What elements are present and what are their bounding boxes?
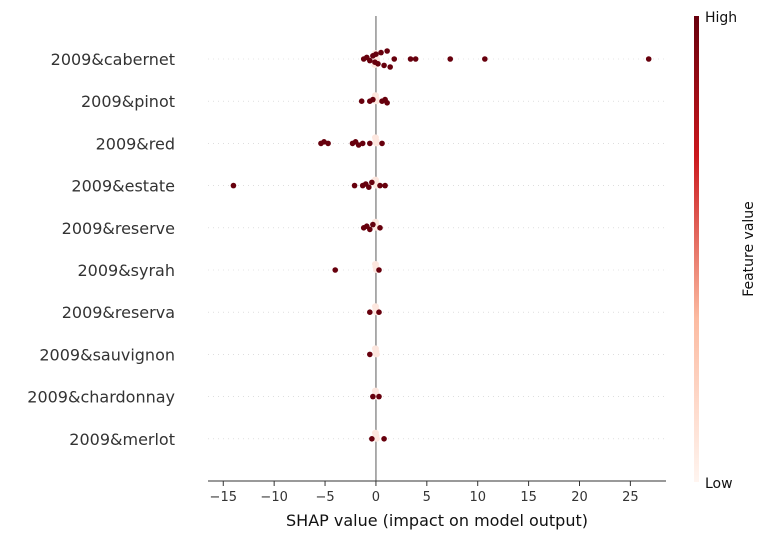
high-point	[384, 48, 390, 54]
feature-label: 2009&sauvignon	[39, 345, 175, 364]
high-point	[381, 62, 387, 69]
high-point	[482, 56, 488, 62]
high-point	[370, 393, 376, 400]
feature-label: 2009&cabernet	[51, 50, 175, 69]
feature-rows: 2009&cabernet 2009&pinot 2009&red 2009&esta…	[27, 16, 666, 481]
high-point	[379, 140, 385, 147]
colorbar-low-label: Low	[705, 476, 733, 492]
high-point	[367, 226, 373, 233]
high-point	[378, 49, 384, 56]
feature-label: 2009&reserva	[62, 303, 175, 322]
feature-label: 2009&estate	[71, 177, 175, 196]
low-point	[372, 351, 380, 358]
x-tick-label: −5	[315, 490, 334, 505]
high-point	[367, 140, 373, 147]
feature-label: 2009&reserve	[62, 219, 175, 238]
feature-label: 2009&red	[96, 134, 175, 153]
high-point	[367, 57, 373, 64]
colorbar: High Low Feature value	[694, 10, 757, 492]
high-point	[373, 51, 379, 57]
high-point	[358, 98, 365, 104]
high-point	[391, 56, 398, 62]
x-tick-label: 25	[622, 490, 639, 505]
high-point	[384, 100, 390, 106]
x-tick-label: 5	[423, 490, 431, 505]
high-point	[645, 56, 652, 62]
high-point	[370, 96, 376, 103]
x-tick-label: 0	[372, 490, 380, 505]
high-point	[387, 64, 393, 70]
x-tick-label: −15	[210, 490, 237, 505]
high-point	[377, 182, 383, 189]
feature-label: 2009&syrah	[77, 261, 175, 280]
high-point	[370, 221, 376, 228]
feature-label: 2009&chardonnay	[27, 388, 175, 407]
high-point	[376, 309, 382, 316]
high-point	[332, 267, 339, 273]
feature-label: 2009&pinot	[81, 92, 175, 111]
high-point	[359, 140, 366, 147]
high-point	[382, 182, 388, 189]
colorbar-high-label: High	[705, 10, 737, 26]
high-point	[447, 56, 454, 62]
x-axis-title: SHAP value (impact on model output)	[286, 511, 588, 530]
colorbar-title: Feature value	[741, 201, 757, 297]
colorbar-gradient	[694, 16, 699, 482]
x-tick-label: 10	[469, 490, 486, 505]
high-point	[407, 56, 414, 62]
x-tick-label: −10	[260, 490, 287, 505]
low-point	[372, 435, 380, 442]
high-point	[351, 182, 358, 189]
high-point	[412, 56, 419, 62]
high-point	[366, 184, 372, 190]
data-points	[230, 48, 652, 442]
x-tick-label: 20	[571, 490, 588, 505]
high-point	[377, 225, 383, 231]
high-point	[230, 182, 237, 189]
high-point	[369, 179, 375, 186]
x-tick-label: 15	[520, 490, 537, 505]
low-point	[372, 140, 380, 147]
high-point	[369, 436, 375, 442]
high-point	[367, 309, 373, 316]
x-axis: −15 −10 −5 0 5 10 15 20 25	[208, 480, 666, 505]
high-point	[376, 393, 382, 400]
high-point	[325, 140, 331, 147]
feature-label: 2009&merlot	[69, 430, 175, 449]
high-point	[381, 436, 387, 442]
high-point	[375, 61, 381, 67]
high-point	[376, 267, 382, 273]
high-point	[367, 351, 373, 358]
